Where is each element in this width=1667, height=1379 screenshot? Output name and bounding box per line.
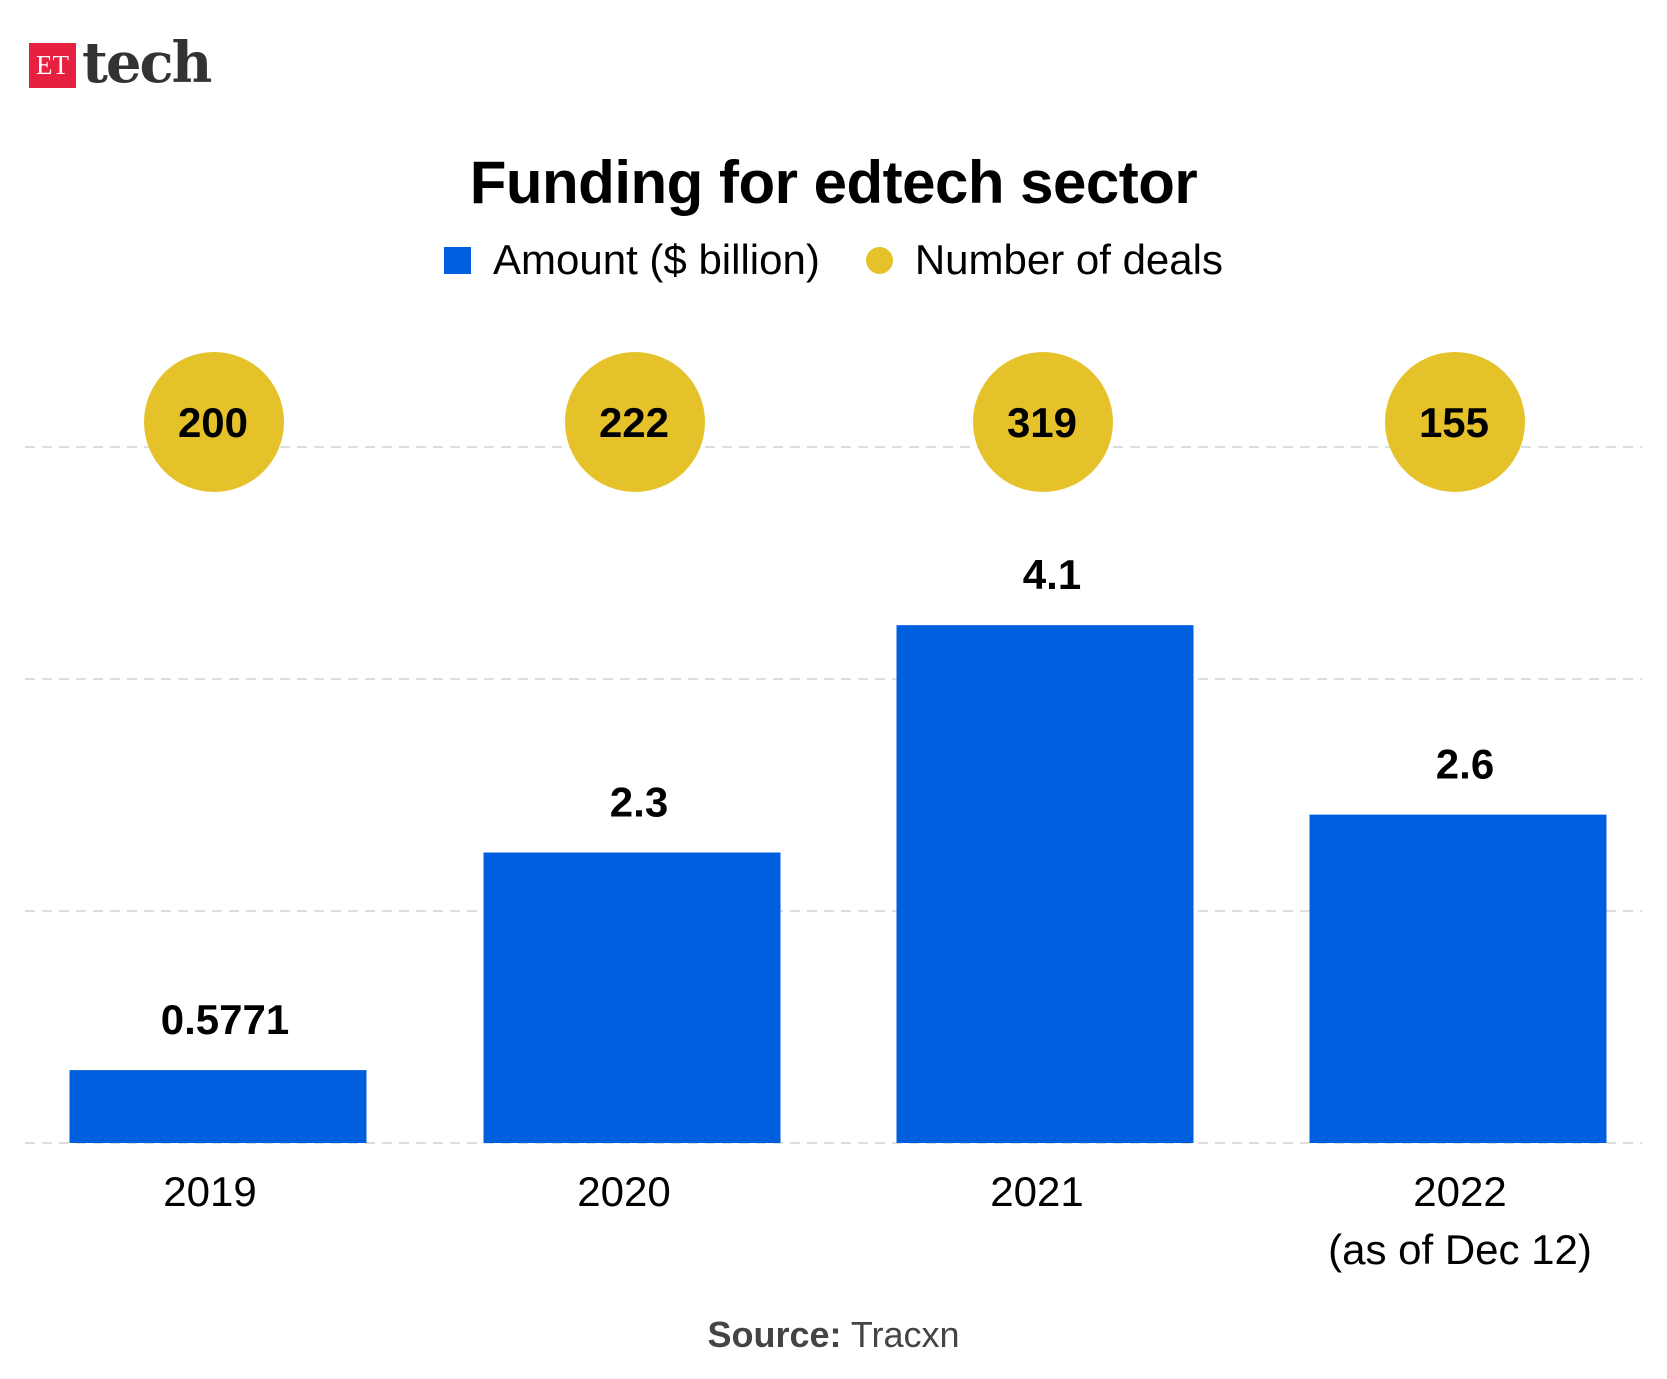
x-tick-label: 2020 (577, 1168, 670, 1215)
chart-title: Funding for edtech sector (469, 149, 1198, 216)
x-tick-sublabel: (as of Dec 12) (1328, 1226, 1592, 1273)
deals-circle-2019 (144, 352, 284, 492)
legend-square-icon (444, 246, 472, 274)
bar-value-label: 2.6 (1436, 741, 1494, 788)
bar-value-label: 4.1 (1023, 551, 1081, 598)
deals-value-label: 155 (1419, 399, 1489, 446)
deals-value-label: 222 (599, 399, 669, 446)
deals-circle-2021 (973, 352, 1113, 492)
bar-value-label: 2.3 (610, 779, 668, 826)
bar-2019 (69, 1070, 367, 1143)
deals-circle-2020 (565, 352, 705, 492)
x-tick-label: 2019 (163, 1168, 256, 1215)
bar-2021 (896, 625, 1194, 1143)
x-tick-label: 2022 (1413, 1168, 1506, 1215)
deals-circle-2022 (1385, 352, 1525, 492)
bar-2020 (483, 852, 781, 1143)
legend-deals: Number of deals (914, 236, 1223, 283)
et-tech-logo: ET tech (29, 30, 212, 96)
bar-value-label: 0.5771 (161, 996, 289, 1043)
source-label: Source: (707, 1314, 842, 1355)
deals-value-label: 319 (1007, 399, 1077, 446)
legend-circle-icon (865, 246, 893, 274)
source-value: Tracxn (850, 1314, 960, 1355)
legend-amount: Amount ($ billion) (493, 236, 820, 283)
source-note: Source: Tracxn (0, 1314, 1667, 1356)
logo-tech-text: tech (82, 30, 212, 96)
deals-value-label: 200 (178, 399, 248, 446)
bar-2022 (1309, 814, 1607, 1143)
logo-et-box: ET (29, 43, 76, 88)
x-tick-label: 2021 (990, 1168, 1083, 1215)
legend: Amount ($ billion) Number of deals (0, 236, 1667, 284)
